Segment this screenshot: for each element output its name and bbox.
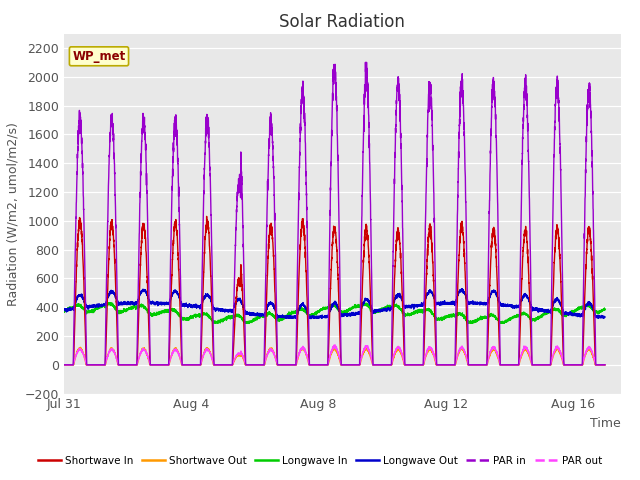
Y-axis label: Radiation (W/m2, umol/m2/s): Radiation (W/m2, umol/m2/s) <box>6 121 19 306</box>
Legend: Shortwave In, Shortwave Out, Longwave In, Longwave Out, PAR in, PAR out: Shortwave In, Shortwave Out, Longwave In… <box>34 452 606 470</box>
Title: Solar Radiation: Solar Radiation <box>280 12 405 31</box>
Text: WP_met: WP_met <box>72 50 125 63</box>
X-axis label: Time: Time <box>590 417 621 430</box>
